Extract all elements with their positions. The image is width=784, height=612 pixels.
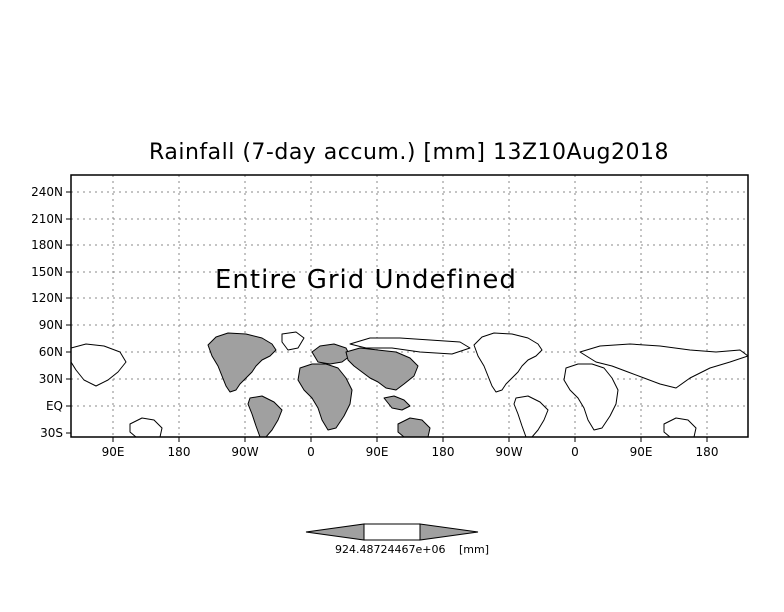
x-tick-label: 90W	[231, 445, 258, 459]
x-tick-label: 180	[432, 445, 455, 459]
y-tick-label: 30S	[40, 426, 63, 440]
colorbar-unit-label: [mm]	[459, 543, 489, 556]
x-tick-label: 90E	[630, 445, 653, 459]
colorbar-center-box	[363, 523, 421, 541]
gridlines	[71, 175, 748, 437]
map-title: Rainfall (7-day accum.) [mm] 13Z10Aug201…	[149, 140, 669, 165]
north-america-shape	[207, 332, 277, 393]
south-america-outline	[513, 395, 549, 437]
y-tick-label: 150N	[31, 265, 63, 279]
north-america-outline	[473, 332, 543, 393]
africa-outline	[563, 363, 619, 431]
west-edge-landmass	[71, 343, 127, 387]
asia-shape	[345, 347, 419, 391]
x-tick-label: 0	[307, 445, 315, 459]
australia-outline	[663, 417, 697, 437]
y-tick-label: EQ	[46, 399, 63, 413]
indonesia-shape	[383, 395, 411, 411]
eurasia-outline	[579, 343, 748, 389]
west-edge-australia	[129, 417, 163, 437]
x-tick-label: 90W	[495, 445, 522, 459]
south-america-shape	[247, 395, 283, 437]
x-tick-label: 180	[696, 445, 719, 459]
colorbar-value-label: 924.48724467e+06	[335, 543, 445, 556]
northern-eurasia-shape	[349, 337, 471, 355]
x-tick-label: 0	[571, 445, 579, 459]
colorbar: 924.48724467e+06 [mm]	[305, 523, 489, 556]
x-tick-label: 90E	[366, 445, 389, 459]
x-tick-label: 90E	[102, 445, 125, 459]
greenland-shape	[281, 331, 305, 351]
y-axis	[66, 191, 71, 434]
colorbar-right-triangle	[419, 523, 479, 541]
y-tick-label: 210N	[31, 212, 63, 226]
australia-shape	[397, 417, 431, 437]
y-tick-label: 60N	[39, 345, 63, 359]
africa-shape	[297, 363, 353, 431]
y-tick-label: 30N	[39, 372, 63, 386]
y-tick-label: 240N	[31, 185, 63, 199]
y-tick-label: 120N	[31, 291, 63, 305]
x-axis	[112, 437, 708, 442]
europe-shape	[311, 343, 351, 365]
colorbar-left-triangle	[305, 523, 365, 541]
undefined-grid-message: Entire Grid Undefined	[215, 265, 517, 295]
x-tick-label: 180	[168, 445, 191, 459]
y-tick-label: 180N	[31, 238, 63, 252]
y-tick-label: 90N	[39, 318, 63, 332]
map-frame	[70, 174, 749, 438]
